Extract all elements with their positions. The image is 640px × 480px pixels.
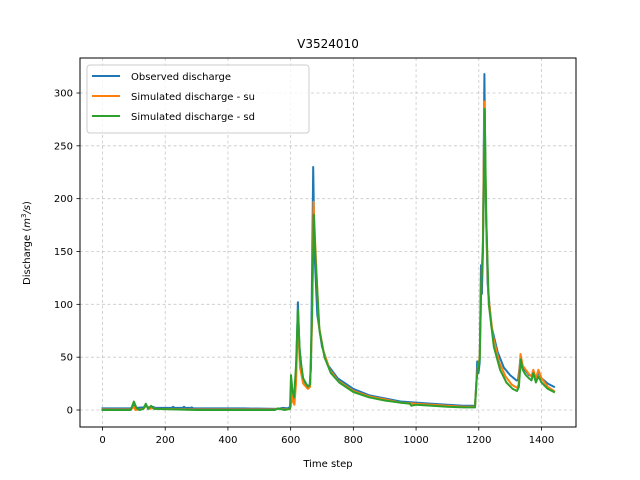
legend-box: [86, 64, 310, 134]
x-axis-ticks: 0 200 400 600 800 1000 1200 1400: [99, 427, 554, 446]
x-tick-label: 0: [99, 435, 105, 446]
series-line-2: [101, 107, 556, 411]
y-tick-label: 150: [54, 247, 73, 258]
x-tick-label: 600: [281, 435, 300, 446]
plot-series: [101, 73, 556, 411]
legend-label-0: Observed discharge: [131, 72, 231, 83]
y-tick-label: 300: [54, 89, 73, 100]
x-axis-label: Time step: [302, 459, 352, 470]
legend-label-1: Simulated discharge - su: [131, 92, 255, 103]
legend: Observed discharge Simulated discharge - …: [86, 64, 310, 134]
x-tick-label: 1000: [403, 435, 428, 446]
x-tick-label: 1400: [529, 435, 554, 446]
y-axis-ticks: 0 50 100 150 200 250 300: [54, 89, 80, 417]
y-axis-label: Discharge (m3/s): [20, 201, 33, 285]
chart-title: V3524010: [297, 37, 359, 51]
x-tick-label: 1200: [466, 435, 491, 446]
axes-frame: [79, 57, 577, 428]
y-tick-label: 200: [54, 194, 73, 205]
x-tick-label: 400: [218, 435, 237, 446]
y-tick-label: 0: [67, 406, 73, 417]
y-tick-label: 100: [54, 300, 73, 311]
y-tick-label: 250: [54, 141, 73, 152]
legend-label-2: Simulated discharge - sd: [131, 112, 255, 123]
y-tick-label: 50: [60, 353, 73, 364]
x-tick-label: 200: [156, 435, 175, 446]
x-tick-label: 800: [344, 435, 363, 446]
